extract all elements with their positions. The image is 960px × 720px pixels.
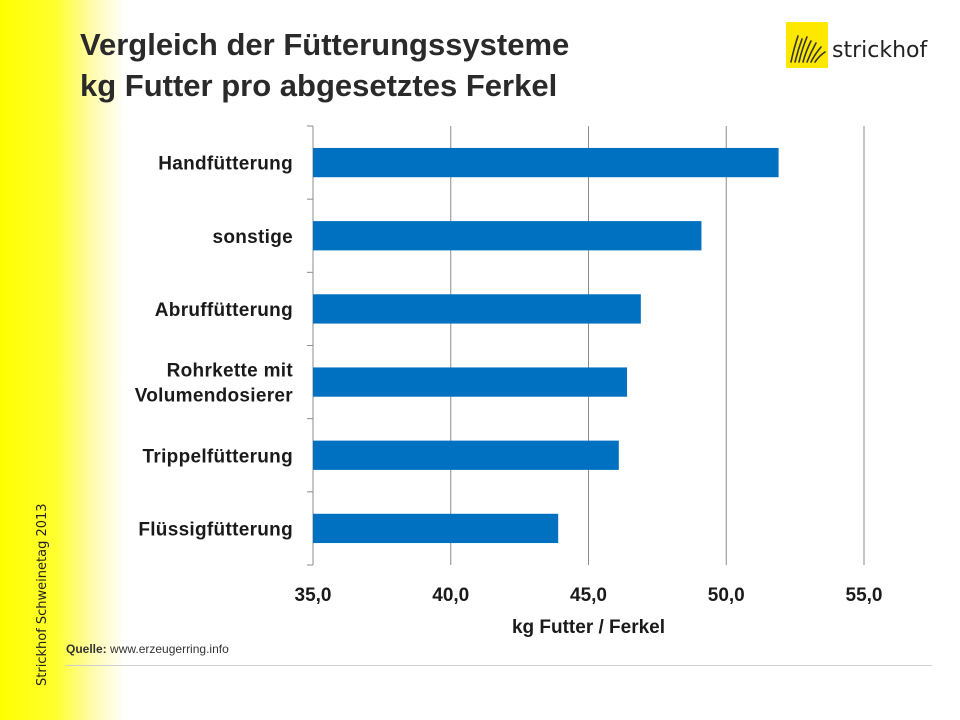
x-tick-label: 35,0 bbox=[295, 585, 332, 606]
bar-2 bbox=[313, 294, 641, 324]
x-axis-title: kg Futter / Ferkel bbox=[512, 617, 665, 638]
footer-divider bbox=[66, 665, 932, 666]
x-tick-label: 50,0 bbox=[708, 585, 745, 606]
logo-grass-icon bbox=[786, 22, 828, 68]
source-note: Quelle: www.erzeugerring.info bbox=[66, 642, 229, 656]
category-label: Flüssigfütterung bbox=[138, 519, 293, 540]
category-label-line: Volumendosierer bbox=[135, 386, 294, 407]
title-line-2: kg Futter pro abgesetztes Ferkel bbox=[80, 68, 558, 103]
source-label: Quelle: bbox=[66, 642, 107, 656]
category-label-line: Abruffütterung bbox=[155, 300, 293, 321]
source-url: www.erzeugerring.info bbox=[110, 642, 229, 656]
logo-text: strickhof bbox=[832, 38, 928, 63]
category-label-line: Flüssigfütterung bbox=[138, 519, 293, 540]
category-label: Rohrkette mit Volumendosierer bbox=[135, 361, 294, 407]
bar-5 bbox=[313, 513, 559, 544]
slide-title: Vergleich der Fütterungssysteme kg Futte… bbox=[80, 24, 569, 106]
category-label-line: Trippelfütterung bbox=[143, 446, 293, 467]
category-label: sonstige bbox=[212, 227, 293, 248]
x-tick-label: 40,0 bbox=[432, 585, 469, 606]
category-label-line: Handfütterung bbox=[158, 154, 293, 175]
category-label-line: Rohrkette mit bbox=[167, 361, 294, 382]
bar-0 bbox=[313, 147, 779, 178]
side-band bbox=[0, 0, 125, 720]
title-line-1: Vergleich der Fütterungssysteme bbox=[80, 27, 570, 62]
x-tick-label: 45,0 bbox=[570, 585, 607, 606]
x-tick-label: 55,0 bbox=[846, 585, 883, 606]
category-label: Handfütterung bbox=[158, 154, 293, 175]
category-label: Abruffütterung bbox=[155, 300, 293, 321]
bar-1 bbox=[313, 221, 702, 251]
category-label: Trippelfütterung bbox=[143, 446, 293, 467]
bar-4 bbox=[313, 440, 619, 470]
bar-3 bbox=[313, 367, 628, 397]
strickhof-logo: strickhof bbox=[786, 22, 936, 72]
category-label-line: sonstige bbox=[212, 227, 293, 248]
